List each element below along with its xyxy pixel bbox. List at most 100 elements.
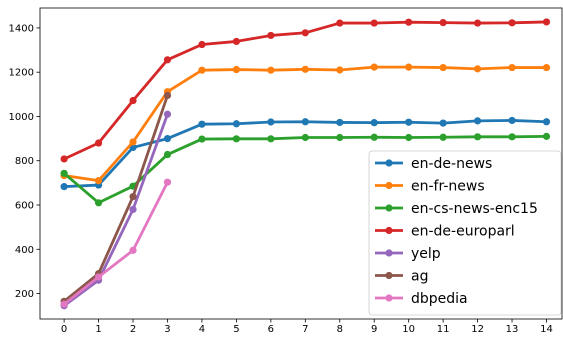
data-point [542,63,551,72]
data-point [94,199,103,207]
data-point [405,133,413,142]
x-tick-label: 4 [199,324,205,335]
legend-item: en-de-europarl [375,224,515,240]
series-line [62,112,169,308]
data-point [198,40,206,49]
data-point [163,91,172,100]
data-point [198,120,206,128]
x-tick-label: 1 [95,324,101,335]
data-point [473,65,482,73]
data-point [60,183,68,191]
data-point [508,116,516,125]
plot-frame [39,7,563,320]
data-point [508,63,516,72]
data-point [542,18,551,26]
legend-item: ag [375,269,428,285]
x-tick-label: 0 [61,324,67,335]
x-tick-label: 14 [540,324,553,335]
data-point [336,66,344,74]
y-tick-label: 800 [15,156,34,167]
x-tick-label: 6 [268,324,274,335]
legend-swatch-marker [385,294,393,302]
data-point [232,135,240,143]
data-point [267,66,275,74]
x-tick-label: 5 [233,324,239,335]
y-tick-label: 200 [15,289,34,300]
legend-label: en-fr-news [411,179,485,195]
data-point [370,19,378,27]
data-point [439,119,447,127]
legend-label: en-cs-news-enc15 [411,201,538,217]
data-point [267,118,275,126]
x-tick-label: 7 [302,324,308,335]
data-point [163,150,172,159]
data-point [439,19,447,27]
legend-label: en-de-europarl [411,224,515,240]
data-point [163,56,172,64]
data-point [60,155,68,163]
data-point [198,66,206,74]
x-tick-label: 10 [402,324,415,335]
data-point [405,18,413,26]
data-point [301,29,309,37]
series-en-de-europarl [60,18,551,163]
legend-label: ag [411,269,428,285]
data-point [232,37,240,46]
data-point [163,178,172,186]
x-tick-label: 2 [130,324,136,335]
data-point [336,133,344,142]
series-line [62,94,169,303]
legend-box [368,150,562,316]
data-point [94,273,103,281]
series-en-fr-news [60,63,551,185]
data-point [405,63,413,71]
data-point [60,169,68,177]
data-point [336,118,344,127]
legend-label: dbpedia [411,291,468,307]
x-tick-label: 9 [371,324,377,335]
legend-item: dbpedia [375,291,468,307]
y-tick-label: 1200 [9,68,34,79]
x-tick-label: 12 [471,324,484,335]
legend-label: en-de-news [411,156,492,172]
data-point [267,31,275,40]
data-point [129,192,137,201]
legend-swatch-marker [385,271,393,280]
data-point [60,300,68,308]
y-tick-label: 400 [15,245,34,256]
legend-item: yelp [375,246,441,262]
data-point [129,205,137,214]
legend-item: en-de-news [375,156,492,172]
data-point [473,117,482,125]
legend-swatch-marker [385,249,393,257]
data-point [439,133,447,141]
data-point [439,63,447,72]
data-point [508,19,516,27]
data-point [232,65,240,74]
data-point [232,120,240,128]
x-tick-label: 8 [337,324,343,335]
legend-item: en-cs-news-enc15 [375,201,538,217]
data-point [163,134,172,143]
data-point [301,118,309,126]
data-point [336,19,344,27]
legend-item: en-fr-news [375,179,485,195]
data-point [473,19,482,27]
series-en-de-news [60,116,551,191]
legend-label: yelp [411,246,441,262]
data-point [370,63,378,71]
data-point [542,132,551,140]
data-point [129,96,137,105]
data-point [129,246,137,254]
legend-swatch-marker [385,181,393,190]
series-dbpedia [60,178,172,308]
x-tick-label: 13 [506,324,519,335]
x-tick-label: 11 [437,324,450,335]
data-point [94,177,103,185]
data-point [94,139,103,147]
data-point [542,118,551,126]
y-tick-label: 600 [15,201,34,212]
series-group [60,18,551,310]
legend-swatch-marker [385,159,393,167]
